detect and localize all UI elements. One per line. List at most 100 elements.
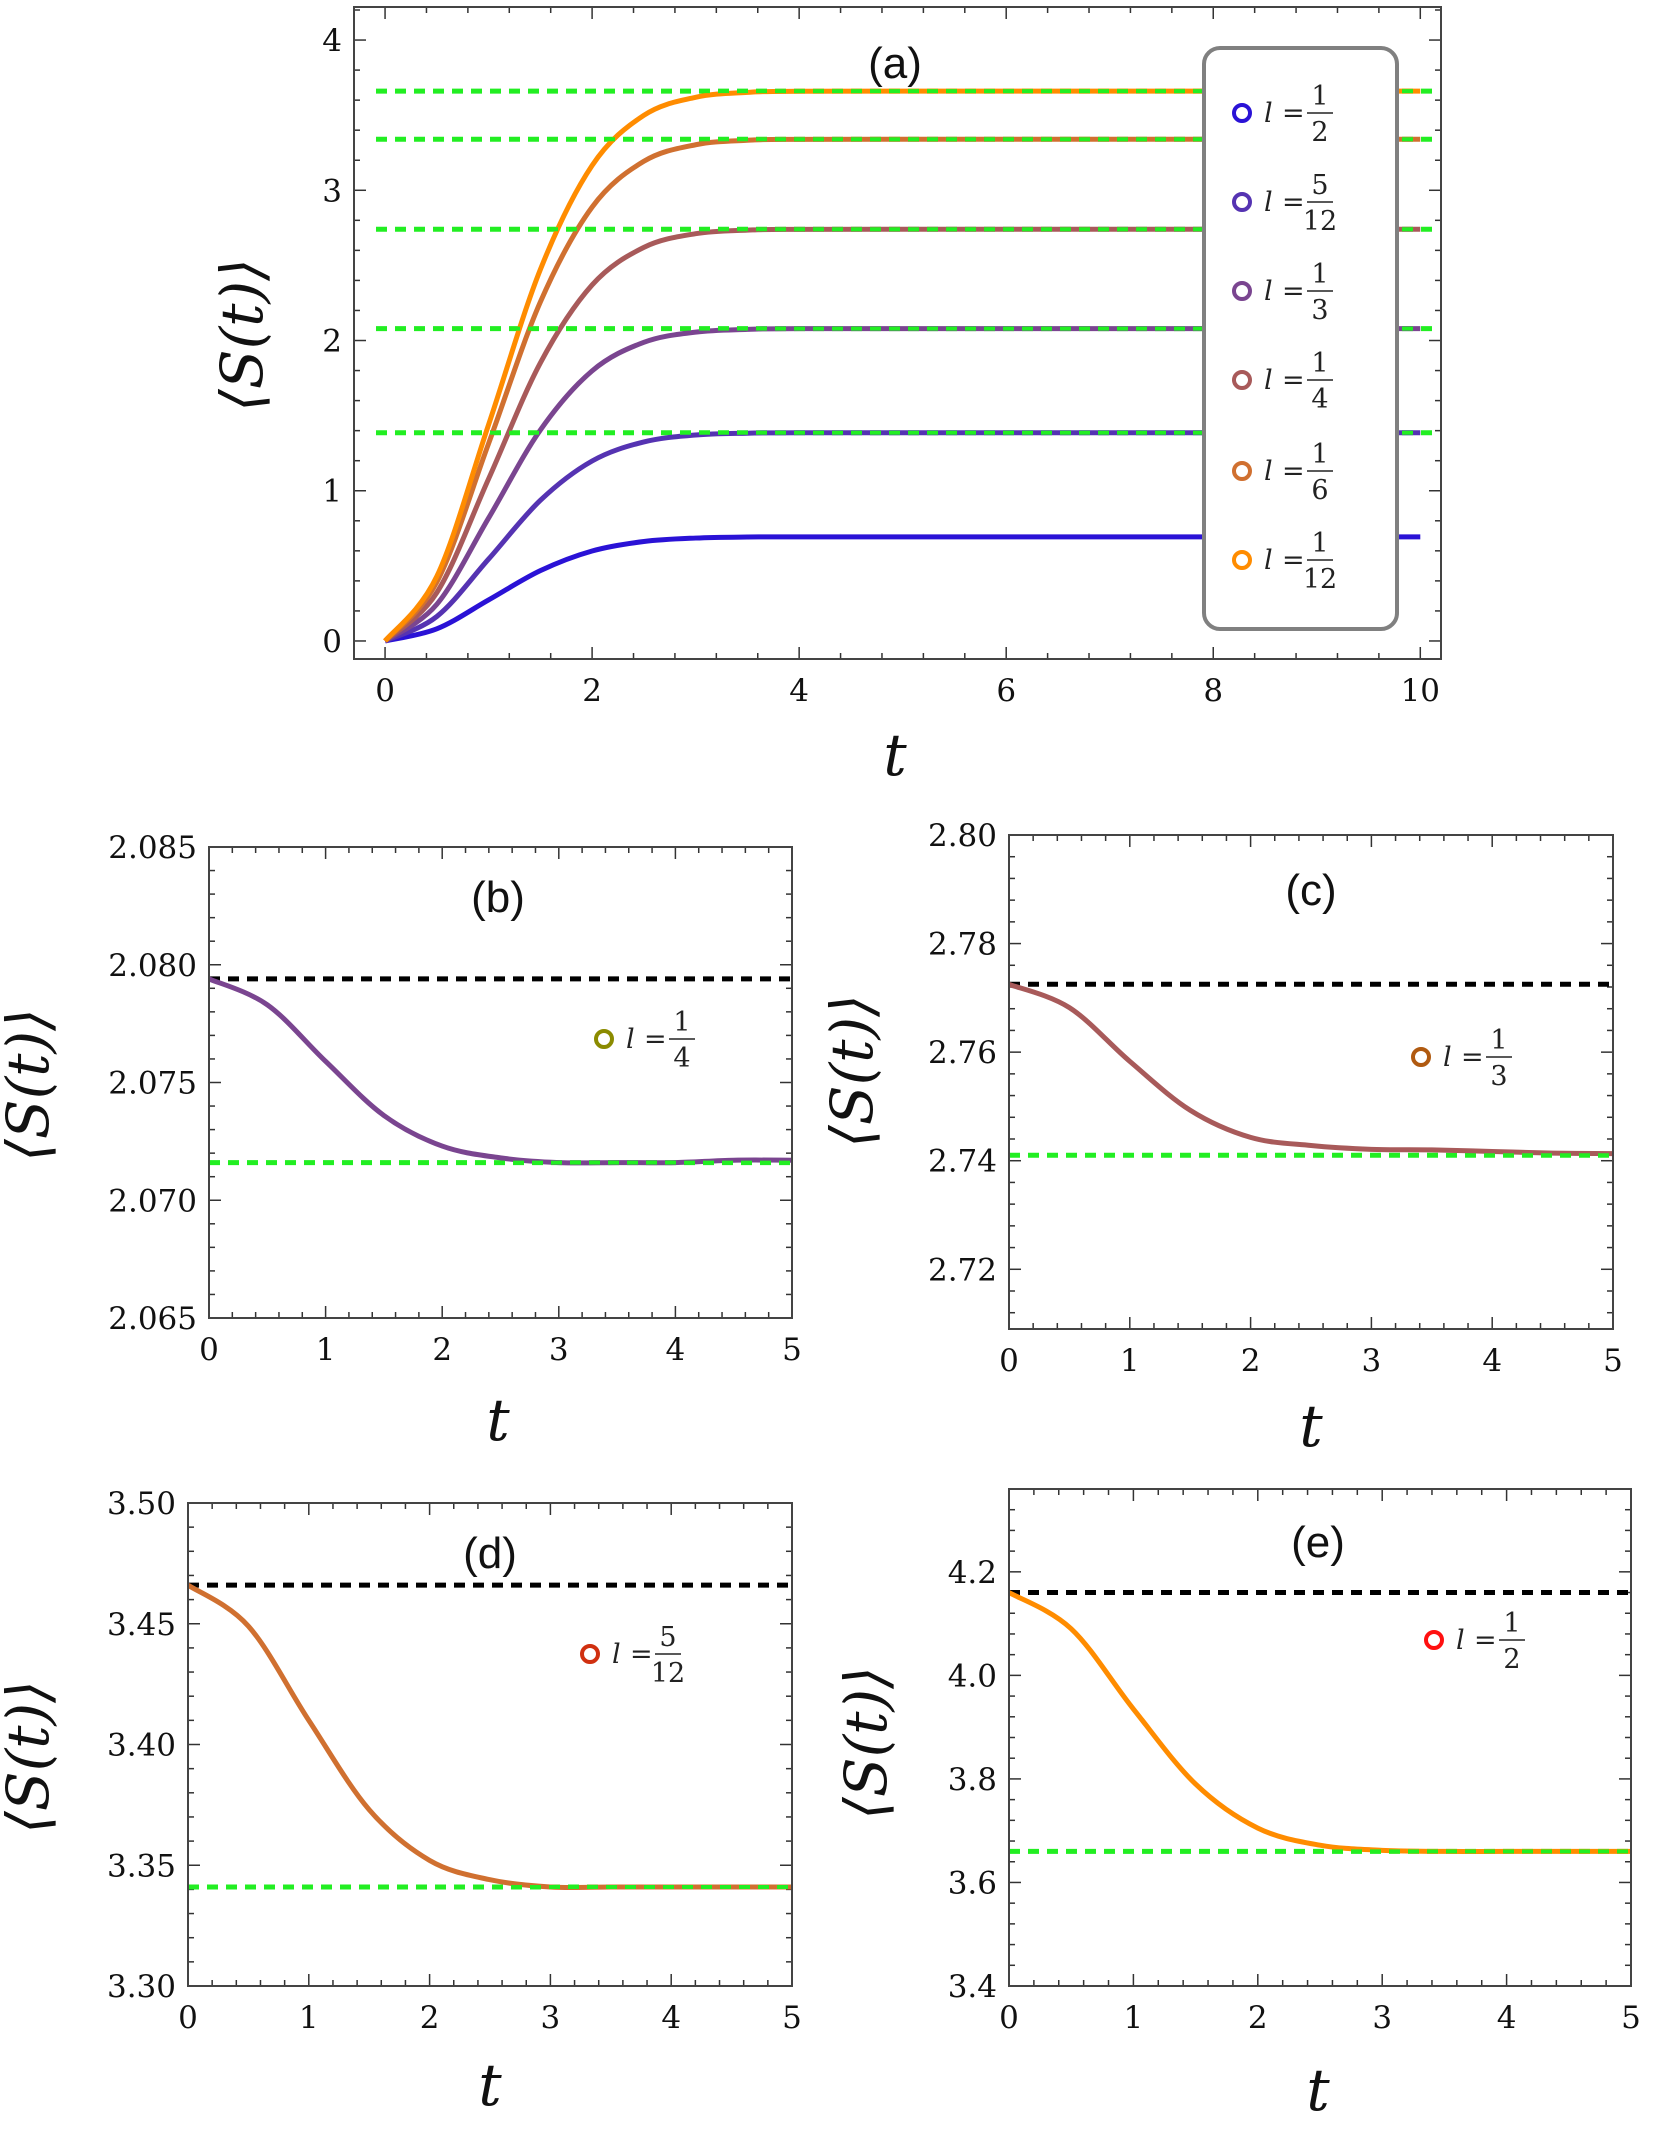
x-tick-label: 4 xyxy=(661,2000,681,2036)
legend-box xyxy=(1202,46,1399,631)
y-axis-label: ⟨S(t)⟩ xyxy=(0,1680,62,1834)
legend-marker xyxy=(1232,103,1252,123)
y-tick-label: 3.6 xyxy=(948,1865,997,1901)
legend-marker xyxy=(1232,192,1252,212)
series-line xyxy=(384,534,1421,644)
axis-ticks: 0 1 2 3 4 5 2.065 2.070 2.075 2.080 2.085 xyxy=(108,830,802,1368)
x-tick-label: 5 xyxy=(782,2000,802,2036)
axis-ticks: 0 1 2 3 4 5 3.4 3.6 3.8 4.0 4.2 xyxy=(948,1488,1641,2036)
legend-label-eq: = xyxy=(630,1639,653,1670)
legend-label-denominator: 6 xyxy=(1311,475,1328,506)
legend-label-numerator: 5 xyxy=(1311,170,1328,201)
y-tick-label: 3 xyxy=(322,173,342,209)
chart-panel-e: 0 1 2 3 4 53.43.63.84.04.2(e)t⟨S(t)⟩l =12l = 1… xyxy=(832,1488,1641,2124)
x-tick-label: 3 xyxy=(541,2000,561,2036)
legend-marker xyxy=(580,1644,600,1664)
legend-label-var: l xyxy=(1264,98,1273,129)
series-line xyxy=(209,976,792,1166)
y-tick-label: 4.0 xyxy=(948,1658,997,1694)
x-tick-label: 6 xyxy=(996,673,1016,709)
series-line xyxy=(188,1582,792,1891)
x-tick-label: 10 xyxy=(1401,673,1440,709)
x-tick-label: 5 xyxy=(1603,1343,1623,1379)
x-tick-label: 1 xyxy=(1120,1343,1140,1379)
legend-label-denominator: 3 xyxy=(1490,1061,1507,1092)
x-axis-label: t xyxy=(486,1386,510,1454)
legend-label-eq: = xyxy=(1282,365,1305,396)
panel-label: (e) xyxy=(1291,1518,1345,1567)
x-tick-label: 4 xyxy=(1497,2000,1517,2036)
legend-label-numerator: 1 xyxy=(1311,259,1328,290)
x-tick-label: 2 xyxy=(432,1332,452,1368)
legend-label-eq: = xyxy=(1474,1625,1497,1656)
plot-frame xyxy=(208,846,793,1319)
legend-marker xyxy=(594,1029,614,1049)
y-tick-label: 3.40 xyxy=(107,1728,176,1764)
legend-marker xyxy=(1232,461,1252,481)
x-axis-label: t xyxy=(883,721,907,789)
chart-panel-c: 0 1 2 3 4 52.722.742.762.782.80(c)t⟨S(t)⟩ l =13… xyxy=(818,818,1623,1460)
legend-marker xyxy=(1232,281,1252,301)
plot-frame xyxy=(187,1502,793,1987)
legend-label-denominator: 2 xyxy=(1311,117,1328,148)
y-tick-label: 0 xyxy=(322,624,342,660)
legend: l =12l = 1/2 xyxy=(1424,1608,1525,1675)
y-tick-label: 2.075 xyxy=(108,1066,197,1102)
plot-frame xyxy=(353,6,1442,660)
y-axis-label: ⟨S(t)⟩ xyxy=(208,258,276,412)
legend-label-eq: = xyxy=(1282,545,1305,576)
series-line xyxy=(1009,1590,1631,1854)
legend-label-eq: = xyxy=(1282,276,1305,307)
series-line xyxy=(1009,981,1613,1157)
y-tick-label: 4 xyxy=(322,23,342,59)
axis-ticks: 0 1 2 3 4 5 2.72 2.74 2.76 2.78 2.80 xyxy=(928,818,1623,1379)
legend-label-eq: = xyxy=(1461,1042,1484,1073)
y-tick-label: 3.35 xyxy=(107,1848,176,1884)
legend-label-denominator: 12 xyxy=(1303,564,1337,595)
legend-label-denominator: 12 xyxy=(1303,206,1337,237)
y-tick-label: 2.065 xyxy=(108,1301,197,1337)
legend-label-numerator: 1 xyxy=(1503,1608,1520,1639)
y-tick-label: 3.45 xyxy=(107,1607,176,1643)
legend-label-denominator: 3 xyxy=(1311,295,1328,326)
legend-label-eq: = xyxy=(1282,98,1305,129)
legend-label-var: l xyxy=(1264,545,1273,576)
chart-panel-b: 0 1 2 3 4 5 2.065 2.070 2.075 2.080 2.085 (b) t ⟨S(t)… xyxy=(0,830,802,1454)
x-tick-label: 0 xyxy=(375,673,395,709)
x-tick-label: 5 xyxy=(1621,2000,1641,2036)
legend-label-eq: = xyxy=(1282,187,1305,218)
x-tick-label: 0 xyxy=(999,2000,1019,2036)
series-line xyxy=(383,226,1421,643)
legend-label-numerator: 5 xyxy=(659,1622,676,1653)
legend: l =14l = 1/4 xyxy=(594,1007,695,1074)
y-axis-label: ⟨S(t)⟩ xyxy=(832,1666,900,1820)
plot-frame xyxy=(1008,1488,1632,1987)
x-tick-label: 4 xyxy=(666,1332,686,1368)
y-axis-label: ⟨S(t)⟩ xyxy=(818,994,886,1148)
x-tick-label: 5 xyxy=(782,1332,802,1368)
panel-label: (b) xyxy=(471,873,525,922)
legend: l =13l = 1/3 xyxy=(1411,1025,1512,1092)
legend-label-var: l xyxy=(626,1024,635,1055)
legend-label-var: l xyxy=(612,1639,621,1670)
x-tick-label: 2 xyxy=(1248,2000,1268,2036)
x-tick-label: 4 xyxy=(789,673,809,709)
y-tick-label: 3.4 xyxy=(948,1969,997,2005)
legend-marker xyxy=(1232,550,1252,570)
legend-label-numerator: 1 xyxy=(1490,1025,1507,1056)
legend-label-denominator: 4 xyxy=(1311,384,1328,415)
legend-marker xyxy=(1411,1047,1431,1067)
plot-frame xyxy=(1008,834,1614,1330)
y-tick-label: 2.78 xyxy=(928,927,997,963)
y-tick-label: 2.070 xyxy=(108,1183,197,1219)
x-tick-label: 1 xyxy=(1124,2000,1144,2036)
y-tick-label: 3.8 xyxy=(948,1762,997,1798)
x-tick-label: 0 xyxy=(178,2000,198,2036)
legend-label-eq: = xyxy=(644,1024,667,1055)
y-tick-label: 2.74 xyxy=(928,1144,997,1180)
legend-label-denominator: 4 xyxy=(673,1043,690,1074)
y-tick-label: 2.085 xyxy=(108,830,197,866)
